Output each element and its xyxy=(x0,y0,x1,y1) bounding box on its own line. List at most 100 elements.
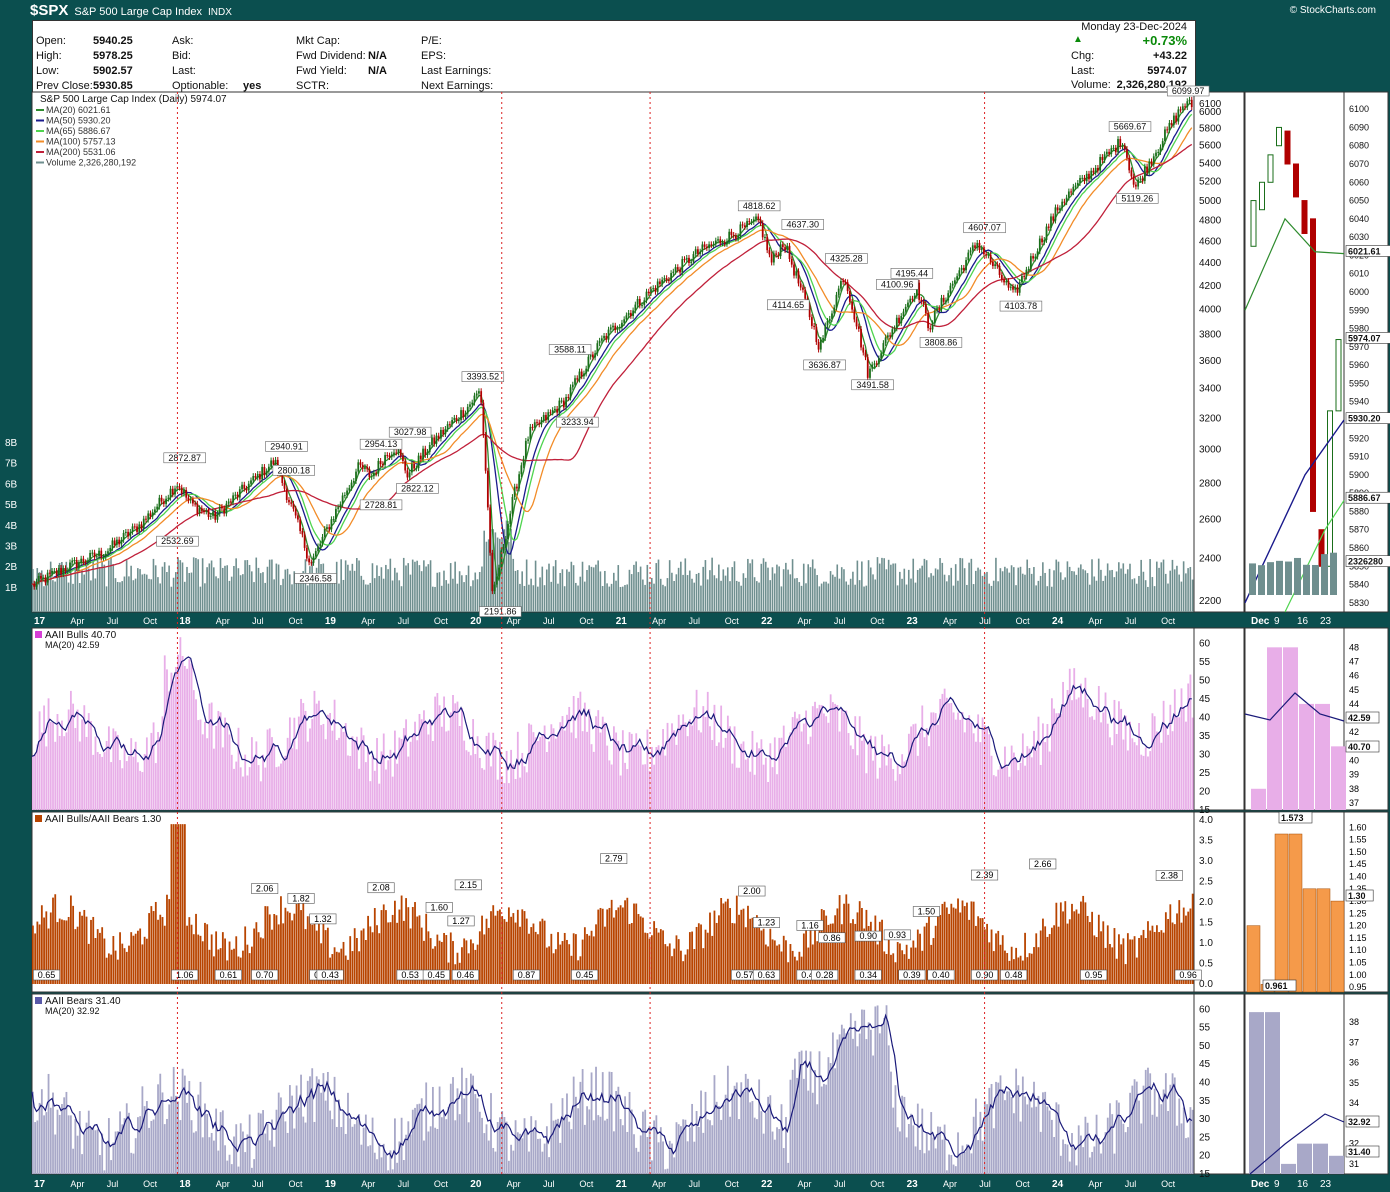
ratio-bar xyxy=(1004,950,1006,984)
zoom-ratio-y-tick: 1.55 xyxy=(1349,835,1367,845)
candle-body xyxy=(203,510,205,512)
price-annotation-box xyxy=(461,371,505,382)
bears-bar xyxy=(175,1095,177,1174)
candle-body xyxy=(133,526,136,528)
volume-bar xyxy=(756,581,758,612)
bears-bar xyxy=(650,1160,653,1174)
bulls-bar xyxy=(899,774,901,810)
ratio-bar xyxy=(912,940,915,984)
price-annotation: 6099.97 xyxy=(1172,86,1205,96)
candle-body xyxy=(1146,166,1148,173)
candle-body xyxy=(377,460,380,474)
candle-body xyxy=(560,400,563,402)
bears-bar xyxy=(224,1145,226,1174)
bulls-bar xyxy=(876,778,879,810)
bears-bar xyxy=(273,1146,276,1174)
bulls-bar xyxy=(190,663,193,810)
candle-body xyxy=(520,465,523,475)
ratio-bar xyxy=(798,951,801,984)
bears-bar xyxy=(592,1120,595,1174)
candle-body xyxy=(600,338,603,341)
x-axis-label: 18 xyxy=(179,616,191,627)
ratio-trough-box xyxy=(214,969,242,981)
bulls-bar xyxy=(188,659,191,810)
volume-bar xyxy=(706,579,709,612)
volume-bar xyxy=(979,569,982,612)
ratio-peak-label: 0.86 xyxy=(823,933,841,943)
ratio-bar xyxy=(528,933,530,984)
candle-body xyxy=(661,279,664,285)
ratio-bar xyxy=(291,920,294,984)
candle-body xyxy=(283,482,286,489)
bears-bar xyxy=(1171,1073,1174,1174)
ratio-trough-box xyxy=(571,969,599,981)
candle-body xyxy=(212,511,214,516)
candle-body xyxy=(1045,226,1048,240)
volume-bar xyxy=(1104,575,1107,612)
candle-body xyxy=(272,460,275,465)
ratio-bar xyxy=(628,924,631,984)
bulls-bar xyxy=(170,672,173,810)
x-axis-label: Oct xyxy=(870,616,885,626)
bears-bar xyxy=(396,1162,399,1174)
ratio-y-tick: 2.0 xyxy=(1199,897,1213,908)
volume-bar xyxy=(1160,562,1163,612)
zoom-volume-bar xyxy=(1276,560,1283,595)
zoom-bears-y-tick: 31 xyxy=(1349,1159,1359,1169)
x-axis-label: Jul xyxy=(252,616,264,626)
bears-bar xyxy=(896,1127,899,1174)
ratio-bar xyxy=(166,894,168,984)
volume-bar xyxy=(1046,586,1049,612)
candle-body xyxy=(956,276,959,281)
ratio-bar xyxy=(1044,926,1047,984)
bears-bar xyxy=(119,1111,121,1174)
ratio-bar xyxy=(396,922,399,984)
bears-bar xyxy=(532,1130,535,1174)
bulls-bar xyxy=(132,756,135,810)
ratio-peak-label: 1.32 xyxy=(314,914,332,924)
bears-bar xyxy=(49,1107,52,1174)
bears-bar xyxy=(402,1160,405,1174)
ratio-bar xyxy=(807,947,810,984)
bears-bar xyxy=(400,1117,403,1174)
volume-bar xyxy=(921,565,923,612)
candle-body xyxy=(951,283,954,286)
bears-bar xyxy=(744,1073,747,1174)
bears-bar xyxy=(709,1120,711,1174)
ratio-bar xyxy=(733,923,736,984)
bears-bar xyxy=(291,1095,294,1174)
zoom-bulls-tag-box xyxy=(1345,711,1380,724)
candle-body xyxy=(124,531,127,533)
ratio-trough-box xyxy=(898,969,926,981)
volume-bar xyxy=(711,557,713,612)
bulls-bar xyxy=(469,755,472,810)
volume-bar xyxy=(396,572,398,612)
ratio-trough-box xyxy=(971,969,999,981)
bears-bar xyxy=(583,1124,586,1174)
price-annotation: 2728.81 xyxy=(365,500,398,510)
ratio-bar xyxy=(1187,911,1190,984)
bears-bar xyxy=(32,1091,34,1174)
bulls-bar xyxy=(474,754,477,810)
price-annotation-box xyxy=(876,279,919,290)
zoom-ratio-bar xyxy=(1288,833,1303,993)
bulls-bar xyxy=(780,737,783,810)
volume-bar xyxy=(166,572,168,612)
candle-body xyxy=(679,269,681,273)
candle-body xyxy=(332,519,335,521)
ratio-bar xyxy=(257,932,260,984)
volume-bar xyxy=(968,562,970,612)
bears-bar xyxy=(1122,1123,1125,1174)
candle-body xyxy=(473,395,476,403)
candle-body xyxy=(314,551,317,557)
ratio-bar xyxy=(134,933,137,984)
candle-body xyxy=(717,239,719,241)
candle-body xyxy=(721,242,724,244)
volume-bar xyxy=(347,564,349,612)
ratio-bar xyxy=(74,929,77,984)
bulls-bar xyxy=(961,712,964,810)
ratio-bar xyxy=(271,929,273,984)
bears-bar xyxy=(597,1115,600,1174)
bears-bar xyxy=(141,1086,144,1174)
volume-bar xyxy=(925,560,928,612)
